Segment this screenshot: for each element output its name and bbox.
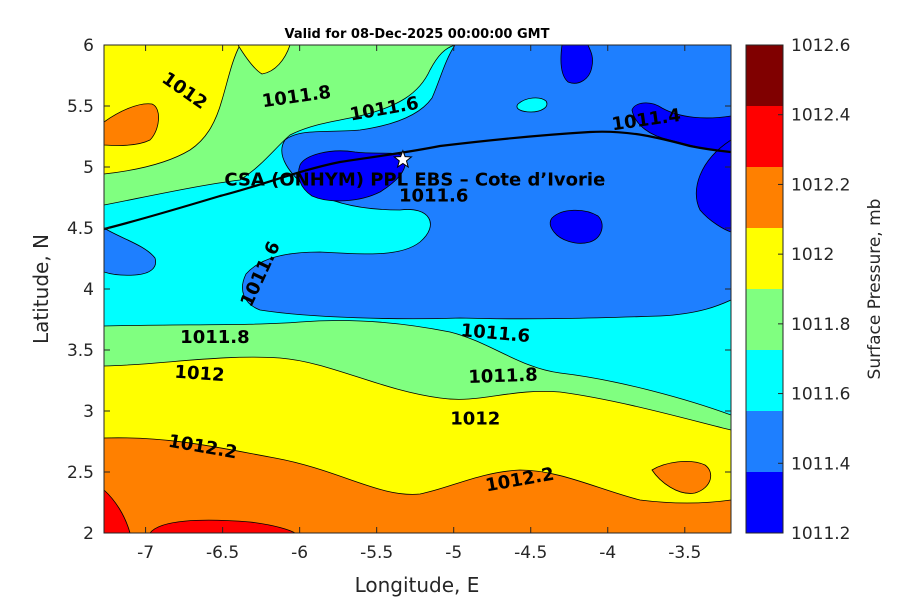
plot-area <box>104 45 731 533</box>
band-1011-2-north <box>560 45 593 84</box>
colorbar-tick-label: 1012.4 <box>791 106 850 126</box>
band-1011-6-patch <box>516 97 548 113</box>
band-1012-2-blob <box>651 460 712 494</box>
x-tick-label: -7 <box>137 543 154 563</box>
x-axis: -7 -6.5 -6 -5.5 -5 -4.5 -4 -3.5 <box>137 45 701 563</box>
y-axis-label: Latitude, N <box>29 234 53 344</box>
band-1012-4-patch-2 <box>149 519 296 533</box>
band-1011-2-coast <box>696 139 731 233</box>
colorbar-segment <box>746 350 783 411</box>
band-1011-4 <box>242 45 731 320</box>
y-tick-label: 2 <box>83 524 94 544</box>
contour-label: 1012 <box>450 409 500 430</box>
colorbar-segment <box>746 167 783 228</box>
colorbar-segment <box>746 411 783 472</box>
colorbar-tick-label: 1012 <box>791 245 834 265</box>
x-tick-label: -3.5 <box>668 543 701 563</box>
colorbar-tick-label: 1011.2 <box>791 524 850 544</box>
colorbar-segment <box>746 106 783 167</box>
x-tick-label: -6 <box>291 543 308 563</box>
colorbar: 1011.2 1011.4 1011.6 1011.8 1012 1012.2 1012.4… <box>745 36 850 544</box>
site-label: CSA (ONHYM) PPL EBS – Cote d’Ivorie <box>224 170 605 191</box>
y-tick-label: 3 <box>83 402 94 422</box>
band-1012-2-north <box>104 103 159 146</box>
y-tick-label: 2.5 <box>67 463 94 483</box>
coastline <box>104 130 731 231</box>
colorbar-tick-label: 1012.6 <box>791 36 850 56</box>
band-1011-4-west <box>104 227 157 276</box>
band-1012-2-south <box>104 437 731 533</box>
band-1012-north-2 <box>237 45 291 75</box>
contour-label: 1012 <box>174 362 225 386</box>
colorbar-segment <box>746 228 783 289</box>
colorbar-segment <box>746 472 783 533</box>
contour-label: 1011.6 <box>399 185 468 206</box>
x-axis-label: Longitude, E <box>355 573 480 597</box>
contour-label: 1011.8 <box>468 365 538 388</box>
colorbar-tick-label: 1011.4 <box>791 454 850 474</box>
x-tick-label: -4.5 <box>514 543 547 563</box>
colorbar-tick-label: 1012.2 <box>791 175 850 195</box>
y-tick-label: 4 <box>83 280 94 300</box>
y-tick-label: 3.5 <box>67 341 94 361</box>
x-tick-label: -4 <box>599 543 616 563</box>
y-tick-label: 4.5 <box>67 219 94 239</box>
colorbar-label: Surface Pressure, mb <box>865 199 885 380</box>
y-tick-label: 5 <box>83 158 94 178</box>
x-tick-label: -5 <box>445 543 462 563</box>
x-tick-label: -5.5 <box>360 543 393 563</box>
y-axis: 2 2.5 3 3.5 4 4.5 5 5.5 6 <box>67 36 731 544</box>
colorbar-tick-label: 1011.6 <box>791 385 850 405</box>
chart-title: Valid for 08-Dec-2025 00:00:00 GMT <box>285 27 550 42</box>
x-tick-label: -6.5 <box>206 543 239 563</box>
colorbar-tick-label: 1011.8 <box>791 315 850 335</box>
colorbar-frame <box>745 44 784 534</box>
band-1011-2-center <box>298 150 406 202</box>
contour-label: 1011.8 <box>180 327 249 348</box>
colorbar-segment <box>746 45 783 106</box>
y-tick-label: 6 <box>83 36 94 56</box>
colorbar-segment <box>746 289 783 350</box>
band-1011-2-south <box>549 209 603 244</box>
site-layer: CSA (ONHYM) PPL EBS – Cote d’Ivorie <box>224 149 605 191</box>
y-tick-label: 5.5 <box>67 97 94 117</box>
band-1012-4-patch <box>104 489 131 533</box>
site-star-icon <box>392 149 413 169</box>
